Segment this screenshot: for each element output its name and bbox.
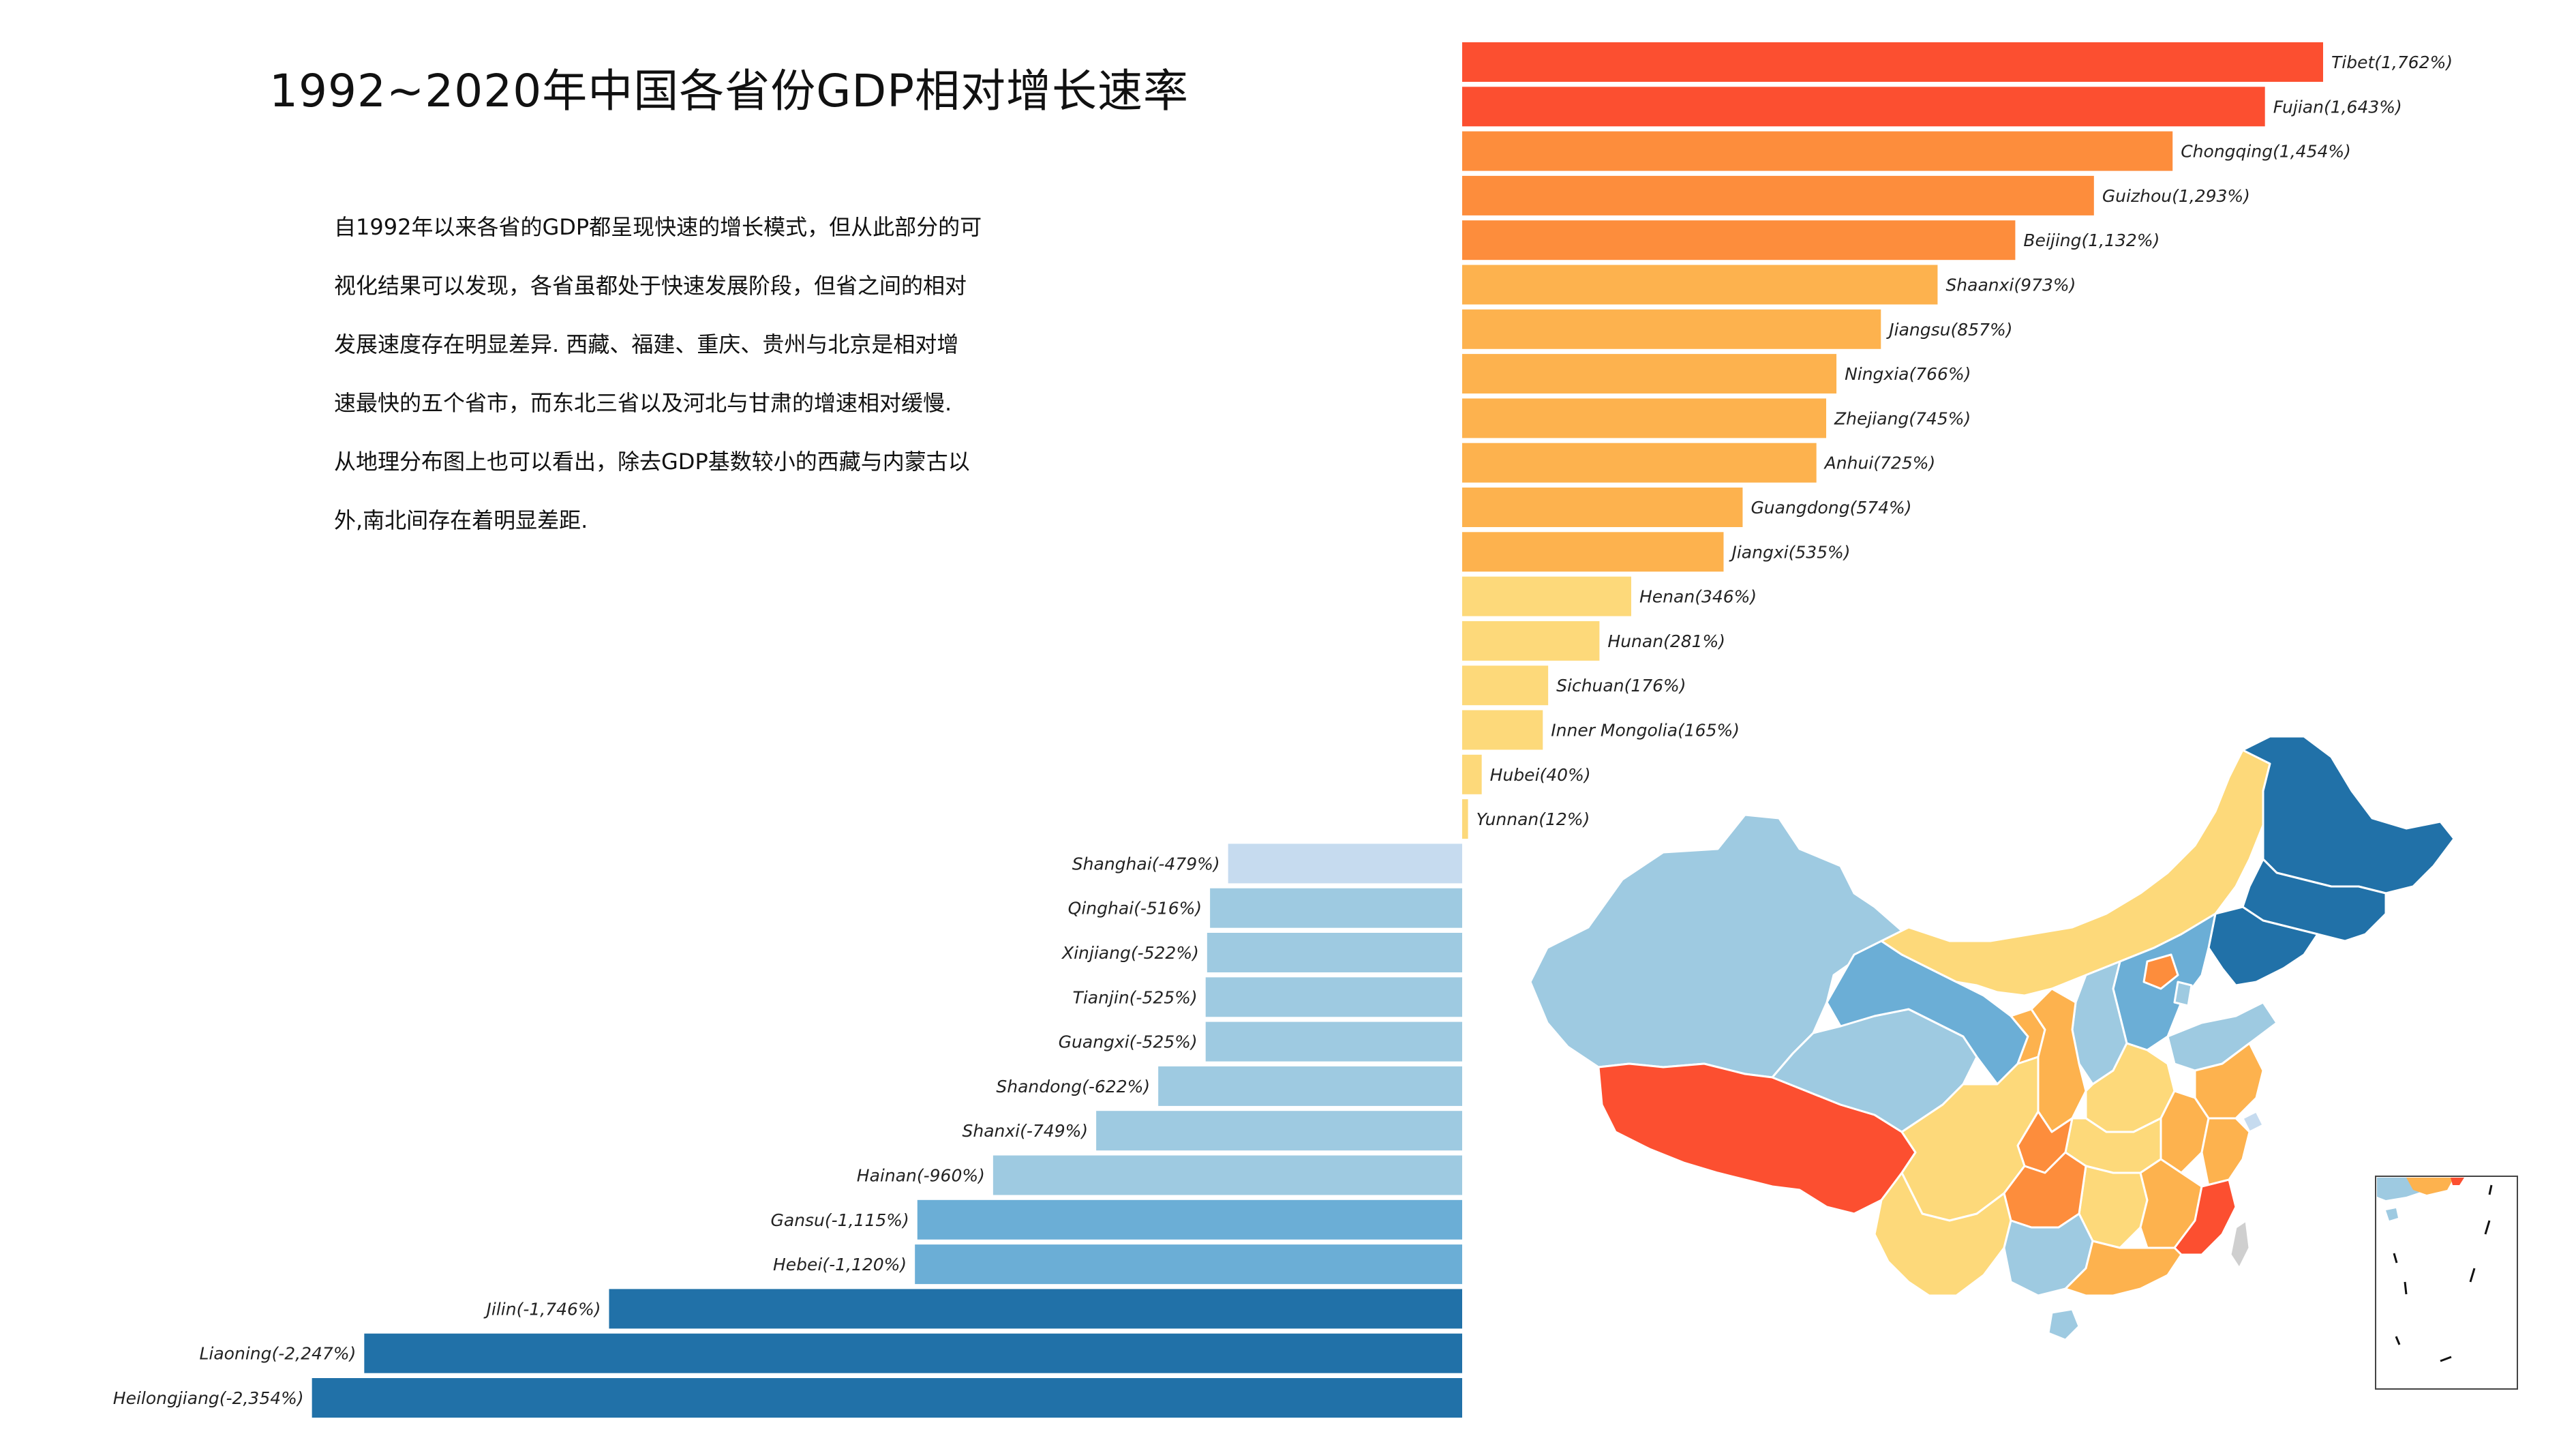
bar-label: Hainan(-960%)	[857, 1166, 985, 1186]
bar-label: Jiangsu(857%)	[1885, 320, 2012, 340]
map-region-liaoning	[2207, 906, 2319, 987]
bar-guangxi	[1205, 1021, 1462, 1062]
bar-label: Hubei(40%)	[1490, 765, 1591, 785]
map-region-inner-mongolia	[1880, 742, 2271, 997]
chart-title: 1992~2020年中国各省份GDP相对增长速率	[269, 65, 1189, 117]
description-text: 自1992年以来各省的GDP都呈现快速的增长模式，但从此部分的可 视化结果可以发现…	[334, 198, 1050, 550]
bar-gansu	[917, 1199, 1462, 1240]
bar-label: Sichuan(176%)	[1556, 676, 1686, 696]
description-line: 自1992年以来各省的GDP都呈现快速的增长模式，但从此部分的可	[334, 214, 982, 240]
bar-tianjin	[1205, 977, 1462, 1017]
bar-shaanxi	[1462, 265, 1938, 305]
bar-ningxia	[1462, 354, 1837, 394]
bar-label: Zhejiang(745%)	[1834, 408, 1971, 428]
bar-xinjiang	[1207, 933, 1462, 972]
inset-hainan	[2386, 1208, 2398, 1221]
bar-hubei	[1462, 754, 1482, 794]
bar-label: Jiangxi(535%)	[1728, 542, 1850, 562]
bar-label: Guangxi(-525%)	[1059, 1032, 1198, 1052]
map-region-heilongjiang	[2241, 735, 2455, 895]
bar-label: Fujian(1,643%)	[2273, 97, 2402, 117]
bar-label: Anhui(725%)	[1823, 453, 1936, 473]
bar-tibet	[1462, 42, 2323, 82]
bar-hainan	[992, 1155, 1462, 1195]
bar-label: Guizhou(1,293%)	[2102, 186, 2250, 206]
bar-label: Jilin(-1,746%)	[483, 1299, 601, 1319]
bar-shandong	[1158, 1066, 1462, 1106]
bar-heilongjiang	[312, 1378, 1463, 1418]
inset-frame	[2375, 1176, 2518, 1390]
bar-zhejiang	[1462, 398, 1827, 438]
map-region-shandong	[2166, 1001, 2278, 1072]
bar-label: Beijing(1,132%)	[2023, 230, 2160, 250]
map-region-zhejiang	[2200, 1117, 2251, 1188]
bar-label: Shaanxi(973%)	[1945, 275, 2076, 295]
bar-hunan	[1462, 621, 1600, 661]
map-region-fujian	[2173, 1178, 2237, 1256]
bar-group	[312, 42, 2323, 1418]
bar-jiangxi	[1462, 532, 1724, 572]
map-region-tianjin	[2173, 981, 2193, 1007]
bar-qinghai	[1210, 888, 1462, 928]
map-region-guangdong	[2064, 1240, 2183, 1297]
bar-yunnan	[1462, 799, 1468, 839]
bar-label: Yunnan(12%)	[1476, 809, 1590, 829]
inset-guangdong	[2406, 1178, 2454, 1195]
bar-label: Guangdong(574%)	[1751, 498, 1911, 518]
map-region-hainan	[2047, 1308, 2080, 1341]
map-region-taiwan	[2229, 1219, 2251, 1270]
inset-fujian	[2451, 1178, 2464, 1185]
bar-anhui	[1462, 443, 1817, 483]
bar-label: Tibet(1,762%)	[2331, 53, 2453, 72]
bar-guizhou	[1462, 175, 2094, 215]
map-region-shanghai	[2241, 1110, 2264, 1133]
bar-label: Chongqing(1,454%)	[2181, 142, 2351, 162]
bar-jilin	[609, 1289, 1463, 1329]
description-line: 速最快的五个省市，而东北三省以及河北与甘肃的增速相对缓慢.	[334, 390, 952, 416]
bar-liaoning	[364, 1333, 1462, 1373]
bar-label: Ningxia(766%)	[1845, 364, 1971, 384]
china-choropleth-map	[1529, 735, 2455, 1341]
bar-label: Tianjin(-525%)	[1073, 987, 1198, 1007]
bar-shanxi	[1096, 1111, 1462, 1151]
bar-label: Hebei(-1,120%)	[773, 1255, 907, 1274]
bar-label-group: Tibet(1,762%) Fujian(1,643%) Chongqing(1,4…	[113, 53, 2453, 1408]
south-china-sea-inset	[2375, 1176, 2518, 1390]
bar-label: Hunan(281%)	[1607, 631, 1725, 651]
bar-henan	[1462, 576, 1632, 616]
bar-label: Liaoning(-2,247%)	[199, 1344, 356, 1364]
bar-label: Inner Mongolia(165%)	[1551, 721, 1740, 741]
bar-shanghai	[1228, 843, 1462, 884]
bar-fujian	[1462, 87, 2265, 127]
bar-label: Shanghai(-479%)	[1072, 854, 1220, 873]
description-line: 视化结果可以发现，各省虽都处于快速发展阶段，但省之间的相对	[334, 273, 967, 299]
description-line: 发展速度存在明显差异. 西藏、福建、重庆、贵州与北京是相对增	[334, 331, 959, 357]
bar-sichuan	[1462, 666, 1549, 706]
inset-dashed-border	[2393, 1184, 2493, 1362]
bar-label: Qinghai(-516%)	[1068, 899, 1202, 918]
bar-label: Xinjiang(-522%)	[1061, 943, 1199, 963]
bar-jiangsu	[1462, 309, 1881, 349]
map-region-beijing	[2142, 953, 2179, 990]
bar-hebei	[915, 1244, 1462, 1285]
description-line: 外,南北间存在着明显差距.	[334, 507, 588, 533]
bar-beijing	[1462, 220, 2016, 260]
bar-label: Henan(346%)	[1639, 587, 1757, 607]
bar-label: Gansu(-1,115%)	[771, 1210, 909, 1230]
bar-chongqing	[1462, 131, 2173, 171]
bar-label: Shanxi(-749%)	[962, 1121, 1088, 1141]
bar-inner-mongolia	[1462, 710, 1543, 750]
bar-label: Heilongjiang(-2,354%)	[113, 1388, 304, 1408]
description-line: 从地理分布图上也可以看出，除去GDP基数较小的西藏与内蒙古以	[334, 449, 970, 475]
bar-label: Shandong(-622%)	[996, 1077, 1150, 1096]
bar-guangdong	[1462, 488, 1743, 527]
